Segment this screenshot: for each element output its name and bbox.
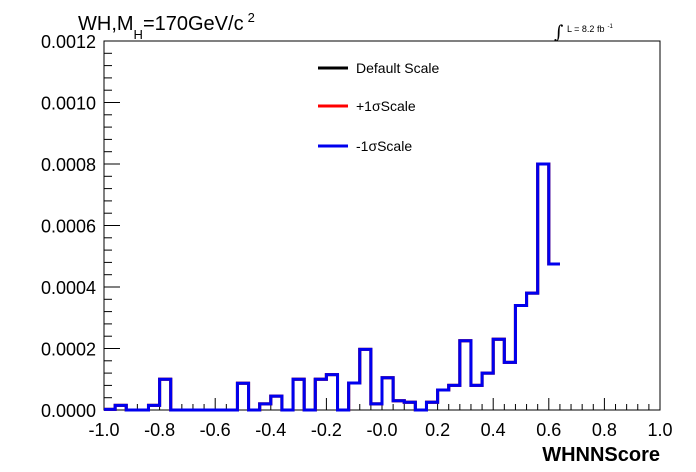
legend-label-minus-1sigma: -1σScale (356, 138, 412, 154)
x-tick-label: -0.2 (311, 420, 342, 440)
x-tick-label: -0.6 (200, 420, 231, 440)
x-tick-label: -0.0 (366, 420, 397, 440)
y-tick-label: 0.0006 (41, 217, 96, 237)
y-tick-label: 0.0010 (41, 94, 96, 114)
x-tick-label: 0.8 (592, 420, 617, 440)
series-minus-1sigma (104, 162, 560, 412)
x-tick-label: 1.0 (647, 420, 672, 440)
y-axis-ticks: 0.0000 0.0002 0.0004 0.0006 0.0008 0.0010 0.00… (41, 32, 120, 421)
chart-title: WH,MH=170GeV/c 2 (78, 10, 255, 42)
y-tick-label: 0.0004 (41, 278, 96, 298)
x-tick-label: -0.8 (144, 420, 175, 440)
lumi-superscript: -1 (607, 24, 613, 30)
x-tick-label: 0.4 (481, 420, 506, 440)
histogram-series (104, 162, 560, 412)
x-axis-ticks: -1.0 -0.8 -0.6 -0.4 -0.2 -0.0 0.2 0.4 0.6 0.8 1.0 (88, 398, 673, 440)
legend: Default Scale +1σScale -1σScale (318, 60, 439, 154)
y-tick-label: 0.0008 (41, 155, 96, 175)
chart-title-prefix: WH,M (78, 13, 134, 35)
lumi-integral: ∫ (554, 22, 564, 43)
lumi-label: L = 8.2 fb -1 (567, 24, 613, 34)
y-tick-label: 0.0000 (41, 401, 96, 421)
y-tick-label: 0.0002 (41, 340, 96, 360)
lumi-text: L = 8.2 fb (567, 24, 604, 34)
legend-label-default-scale: Default Scale (356, 60, 439, 76)
x-axis-label: WHNNScore (542, 444, 660, 466)
chart-title-subscript: H (134, 27, 143, 42)
y-tick-label: 0.0012 (41, 32, 96, 52)
legend-label-plus-1sigma: +1σScale (356, 98, 416, 114)
x-tick-label: 0.6 (536, 420, 561, 440)
x-tick-label: 0.2 (425, 420, 450, 440)
chart-title-middle: =170GeV/c (143, 13, 244, 35)
x-tick-label: -1.0 (88, 420, 119, 440)
chart-title-superscript: 2 (248, 10, 255, 25)
x-tick-label: -0.4 (255, 420, 286, 440)
